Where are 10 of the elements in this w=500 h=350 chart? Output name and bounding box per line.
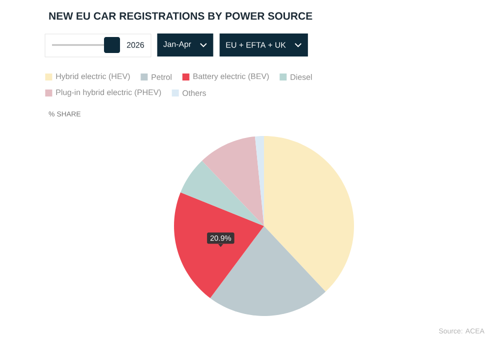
legend-label: Plug-in hybrid electric (PHEV) [56,89,161,97]
text: EU + EFTA + UK [226,42,286,48]
legend-label: Hybrid electric (HEV) [56,73,130,81]
legend-label: Others [182,90,206,96]
legend-label: Battery electric (BEV) [193,73,269,81]
legend-label: Petrol [152,74,172,80]
text: Jan-Apr [163,41,192,49]
chart-title: NEW EU CAR REGISTRATIONS BY POWER SOURCE [49,12,312,20]
text: 2026 [126,42,144,48]
legend-label: Diesel [290,74,312,80]
